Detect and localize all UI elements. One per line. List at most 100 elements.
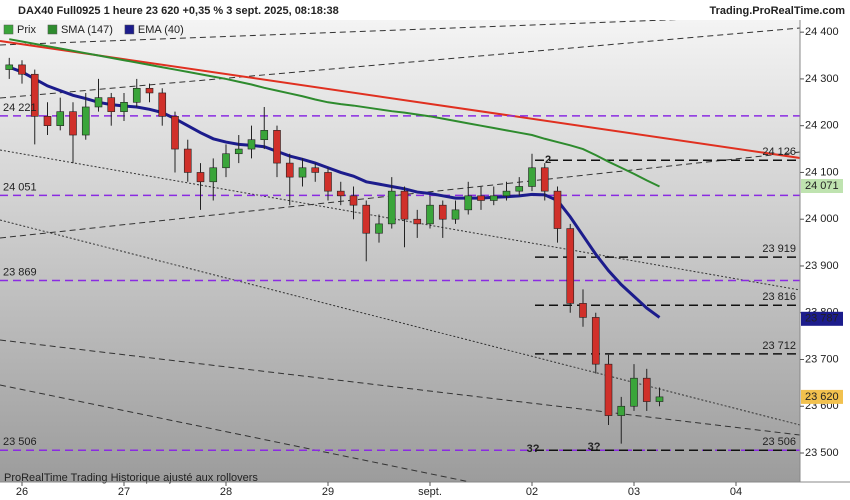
candle-body (285, 162, 294, 178)
candle-body (132, 87, 141, 103)
support-label: 24 221 (3, 102, 37, 114)
candle-body (234, 148, 243, 155)
candle-body (273, 130, 281, 164)
candle-body (438, 204, 447, 220)
trend-line (0, 27, 801, 99)
candle-body (349, 195, 358, 206)
value-badge (801, 311, 843, 326)
target-label: 24 126 (762, 146, 796, 158)
candle-body (375, 223, 383, 234)
annotation: 3? (588, 441, 601, 453)
y-tick-label: 23 500 (805, 447, 839, 459)
candle-body (579, 303, 587, 318)
target-label: 23 816 (762, 291, 796, 303)
y-tick-label: 24 100 (805, 166, 839, 178)
candle-body (387, 190, 396, 225)
candle-body (642, 377, 651, 402)
candle-body (400, 190, 409, 220)
candle-body (426, 204, 434, 225)
value-badge-label: 23 620 (805, 391, 839, 403)
y-tick-label: 23 700 (805, 353, 839, 365)
candle-body (553, 190, 562, 229)
candle-body (477, 195, 485, 201)
plot-bg (0, 20, 800, 482)
header-bg (0, 0, 850, 20)
y-tick-label: 24 300 (805, 73, 839, 85)
target-label: 23 919 (762, 243, 796, 255)
value-badge (801, 179, 843, 194)
legend-swatch (3, 24, 14, 35)
y-tick-label: 24 000 (805, 213, 839, 225)
candle-body (566, 228, 575, 304)
legend-swatch (124, 24, 135, 35)
candle-body (413, 218, 422, 225)
chart-title: DAX40 Full0925 1 heure 23 620 +0,35 % 3 … (18, 5, 339, 17)
annotation: 3? (527, 443, 540, 455)
candle-body (604, 363, 613, 416)
indicator-line (8, 65, 661, 319)
y-tick-label: 24 200 (805, 120, 839, 132)
candle-body (120, 101, 128, 112)
candle-body (171, 116, 179, 150)
trend-line (0, 14, 801, 46)
x-tick-label: 02 (526, 486, 538, 498)
candle-body (298, 167, 307, 178)
candle-body (311, 167, 320, 173)
candle-body (489, 195, 498, 201)
candle-body (209, 167, 218, 183)
support-label: 23 506 (3, 436, 37, 448)
annotation: 2 (545, 154, 551, 166)
candle-body (502, 190, 511, 197)
candle-body (464, 195, 473, 211)
legend-label: EMA (40) (138, 24, 184, 36)
candle-body (515, 186, 524, 192)
y-tick-label: 24 400 (805, 26, 839, 38)
trend-lines (0, 14, 801, 483)
candle-body (260, 130, 269, 141)
x-tick-label: 03 (628, 486, 640, 498)
candle-body (617, 405, 626, 416)
candle-body (540, 167, 549, 192)
x-tick-label: 28 (220, 486, 232, 498)
value-badge (801, 389, 843, 404)
x-tick-label: 27 (118, 486, 130, 498)
candle-body (56, 111, 65, 126)
candle-body (655, 396, 664, 402)
candle-body (145, 87, 154, 94)
candle-body (107, 97, 116, 112)
trend-line (0, 151, 801, 239)
target-label: 23 506 (762, 436, 796, 448)
footer: ProRealTime Trading Historique ajusté au… (4, 472, 258, 484)
candle-body (196, 172, 205, 183)
y-tick-label: 23 900 (805, 260, 839, 272)
candle-body (451, 209, 460, 220)
legend-swatch (47, 24, 58, 35)
candle-body (18, 64, 26, 75)
plot (0, 38, 800, 451)
candle-body (336, 190, 345, 197)
x-tick-label: 04 (730, 486, 742, 498)
x-tick-label: 29 (322, 486, 334, 498)
trend-line (0, 149, 801, 291)
x-tick-label: 26 (16, 486, 28, 498)
source: Trading.ProRealTime.com (709, 5, 845, 17)
trend-line (0, 40, 801, 159)
candle-body (324, 172, 332, 192)
candle-body (158, 92, 167, 117)
support-label: 24 051 (3, 181, 37, 193)
candle-body (183, 148, 192, 173)
legend-label: SMA (147) (61, 24, 113, 36)
trend-line (0, 219, 801, 426)
candle-body (43, 116, 52, 126)
candle-body (528, 167, 536, 187)
candle-body (362, 204, 371, 234)
candle-body (247, 139, 256, 150)
candle-body (591, 317, 600, 365)
x-tick-label: sept. (418, 486, 442, 498)
target-label: 23 712 (762, 340, 796, 352)
indicator-line (9, 38, 660, 188)
candle-body (630, 377, 638, 407)
value-badge-label: 23 787 (805, 313, 839, 325)
legend-label: Prix (17, 24, 36, 36)
